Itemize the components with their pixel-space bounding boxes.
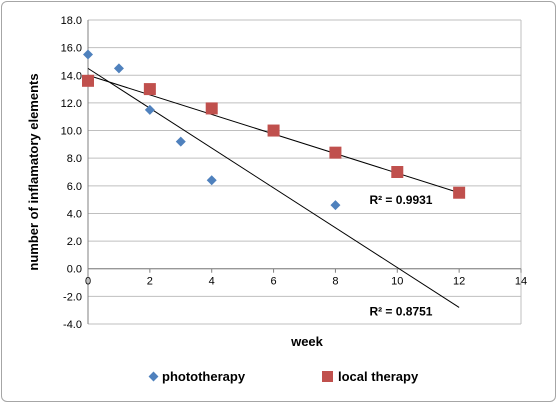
axes (87, 20, 522, 324)
data-point-local-therapy (329, 146, 342, 159)
r2-label-phototherapy: R² = 0.8751 (369, 305, 432, 319)
data-point-phototherapy (330, 200, 341, 211)
y-tick-label: 2.0 (67, 236, 82, 248)
y-tick-label: 6.0 (67, 181, 82, 193)
legend: phototherapy local therapy (148, 369, 419, 384)
x-tick-label: 6 (271, 276, 277, 288)
y-tick-label: 0.0 (67, 264, 82, 276)
data-point-local-therapy (391, 166, 404, 178)
x-tick-label: 4 (209, 276, 215, 288)
data-point-local-therapy (82, 74, 94, 87)
r2-label-local-therapy: R² = 0.9931 (369, 193, 432, 207)
y-axis-title: number of inflamatory elements (26, 73, 41, 270)
y-tick-label: 14.0 (61, 70, 82, 82)
data-point-phototherapy (113, 63, 124, 74)
data-point-local-therapy (205, 102, 218, 115)
x-tick-label: 2 (147, 276, 153, 288)
y-tick-label: 10.0 (61, 126, 82, 138)
data-point-phototherapy (144, 104, 155, 115)
legend-marker-phototherapy (148, 371, 159, 382)
y-tick-label: -2.0 (63, 291, 82, 303)
r-squared-labels: R² = 0.8751 R² = 0.9931 (369, 193, 432, 319)
y-tick-label: -4.0 (63, 319, 82, 331)
inflammatory-elements-chart: -4.0 -2.0 0.0 2.0 4.0 6.0 8.0 10.0 12.0 14.0 16.0 1… (26, 15, 528, 384)
x-tick-label: 12 (453, 276, 465, 288)
legend-marker-local-therapy (322, 371, 333, 382)
y-tick-label: 12.0 (61, 98, 82, 110)
y-tick-label: 4.0 (67, 208, 82, 220)
y-tick-label: 8.0 (67, 153, 82, 165)
legend-label-phototherapy: phototherapy (162, 369, 246, 384)
x-tick-label: 10 (391, 276, 403, 288)
chart-frame: -4.0 -2.0 0.0 2.0 4.0 6.0 8.0 10.0 12.0 14.0 16.0 1… (1, 1, 556, 402)
y-tick-label: 16.0 (61, 43, 82, 55)
y-tick-label: 18.0 (61, 15, 82, 27)
data-points (82, 49, 466, 211)
x-axis-title: week (290, 334, 324, 349)
legend-label-local-therapy: local therapy (338, 369, 419, 384)
data-point-local-therapy (267, 124, 280, 137)
x-tick-label: 14 (515, 276, 527, 288)
data-point-phototherapy (175, 136, 186, 147)
data-point-phototherapy (83, 49, 93, 60)
data-point-phototherapy (206, 175, 217, 186)
data-point-local-therapy (453, 186, 466, 199)
x-tick-label: 8 (332, 276, 338, 288)
x-tick-label: 0 (85, 276, 91, 288)
data-point-local-therapy (143, 83, 156, 96)
tick-labels: -4.0 -2.0 0.0 2.0 4.0 6.0 8.0 10.0 12.0 14.0 16.0 1… (61, 15, 528, 331)
